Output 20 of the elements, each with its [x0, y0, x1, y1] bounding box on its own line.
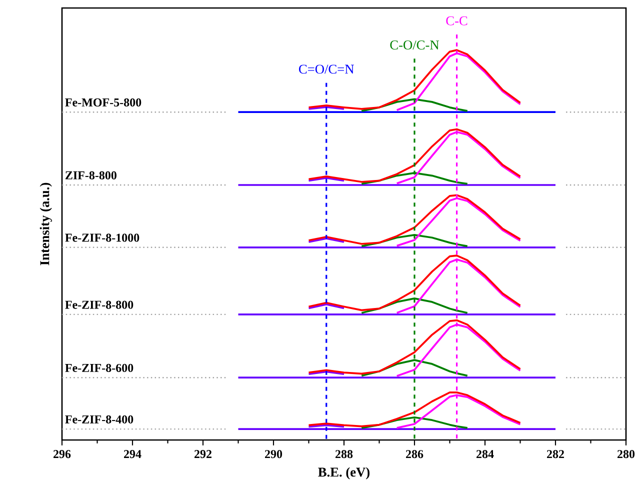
series-label: Fe-ZIF-8-1000 — [65, 234, 140, 242]
series-label: Fe-ZIF-8-800 — [65, 300, 134, 309]
series-label: ZIF-8-800 — [65, 171, 116, 180]
series-label: Fe-ZIF-8-600 — [65, 364, 134, 372]
ref-line-label: C=O/C=N — [299, 64, 354, 74]
ref-line-label: C-O/C-N — [390, 40, 440, 50]
series-label: Fe-MOF-5-800 — [65, 98, 142, 106]
x-tick-label: 290 — [265, 450, 282, 458]
y-axis-title: Intensity (a.u.) — [40, 182, 52, 266]
series-label: Fe-ZIF-8-400 — [65, 415, 134, 424]
x-tick-label: 296 — [54, 450, 71, 458]
x-tick-label: 288 — [336, 450, 353, 458]
x-tick-label: 294 — [124, 450, 142, 458]
x-tick-label: 282 — [546, 450, 564, 458]
x-tick-label: 284 — [476, 450, 494, 458]
x-tick-label: 286 — [406, 450, 424, 458]
ref-line-label: C-C — [446, 16, 468, 26]
x-axis-title: B.E. (eV) — [318, 467, 370, 480]
x-tick-label: 292 — [194, 450, 212, 458]
x-tick-label: 280 — [617, 450, 635, 458]
